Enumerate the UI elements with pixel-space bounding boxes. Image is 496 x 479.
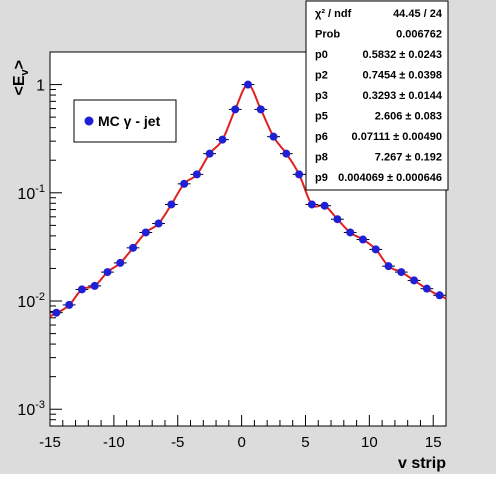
data-point	[129, 243, 138, 252]
data-point	[205, 149, 214, 158]
stats-row-name: p5	[315, 111, 328, 123]
y-tick-label: 1	[36, 78, 45, 95]
stats-row-value: 44.45 / 24	[393, 8, 443, 20]
stats-row-value: 0.3293 ± 0.0144	[363, 90, 443, 102]
data-point	[116, 258, 125, 267]
x-tick-label: -10	[103, 434, 125, 451]
data-point	[103, 268, 112, 277]
x-tick-label: 0	[237, 434, 245, 451]
data-point	[435, 291, 444, 300]
stats-row-name: p0	[315, 49, 328, 61]
y-axis-label-sub: v	[19, 68, 31, 75]
stats-rows: χ² / ndf 44.45 / 24 Prob 0.006762 p0 0.5832 ±…	[315, 8, 443, 184]
stats-row-value: 0.07111 ± 0.00490	[352, 131, 442, 143]
data-points	[49, 80, 447, 317]
stats-row-value: 0.5832 ± 0.0243	[363, 49, 442, 61]
y-tick-label: 10-3	[17, 399, 45, 419]
stats-row-value: 2.606 ± 0.083	[375, 111, 442, 123]
data-point	[167, 200, 176, 209]
data-point	[244, 80, 252, 89]
legend-label: MC γ - jet	[98, 113, 161, 129]
data-point	[371, 245, 380, 254]
data-point	[218, 135, 227, 144]
data-point	[384, 262, 393, 271]
data-point	[422, 284, 431, 293]
stats-box: χ² / ndf 44.45 / 24 Prob 0.006762 p0 0.5832 ±…	[305, 0, 449, 191]
stats-row-value: 0.004069 ± 0.000646	[338, 172, 442, 184]
stats-row-name: χ² / ndf	[315, 8, 352, 20]
y-tick-labels: 10-3 10-2 10-1 1	[17, 78, 45, 420]
data-point	[358, 235, 367, 244]
data-point	[77, 285, 86, 294]
axis-ticks	[49, 51, 447, 427]
x-tick-label: 10	[361, 434, 378, 451]
data-point	[269, 132, 278, 141]
stats-row-name: p9	[315, 172, 328, 184]
stats-row-name: Prob	[315, 29, 340, 41]
x-tick-label: -5	[171, 434, 184, 451]
data-point	[90, 281, 99, 290]
data-point	[65, 300, 74, 309]
data-point	[256, 105, 265, 114]
legend-marker	[84, 116, 94, 126]
y-axis-label-main: <E	[11, 75, 28, 95]
legend: MC γ - jet	[73, 99, 177, 143]
data-point	[192, 170, 201, 179]
data-point	[231, 105, 240, 114]
data-point	[397, 268, 406, 277]
data-point	[141, 228, 150, 237]
stats-row-name: p3	[315, 90, 328, 102]
y-tick-label: 10-2	[17, 291, 45, 311]
data-point	[154, 219, 163, 228]
x-tick-label: 15	[425, 434, 442, 451]
data-point	[320, 201, 329, 210]
data-point	[282, 149, 291, 158]
stats-row-value: 0.006762	[396, 29, 442, 41]
data-point	[52, 308, 61, 317]
svg-text:<Ev>: <Ev>	[11, 60, 31, 95]
y-tick-label: 10-1	[17, 183, 45, 203]
stats-row-name: p6	[315, 131, 328, 143]
data-point	[410, 276, 419, 285]
x-tick-labels: -15 -10 -5 0 5 10 15	[39, 434, 441, 451]
data-point	[346, 228, 355, 237]
data-point	[307, 200, 316, 209]
x-axis-label: v strip	[398, 455, 446, 472]
stats-row-name: p2	[315, 70, 328, 82]
y-axis-label-close: >	[11, 60, 28, 69]
data-point	[333, 215, 342, 224]
y-axis-label: <Ev>	[11, 60, 31, 95]
stats-box-frame	[305, 0, 449, 191]
stats-row-name: p8	[315, 152, 328, 164]
x-tick-label: 5	[301, 434, 309, 451]
x-tick-label: -15	[39, 434, 61, 451]
stats-row-value: 7.267 ± 0.192	[375, 152, 442, 164]
data-point	[295, 170, 304, 179]
stats-row-value: 0.7454 ± 0.0398	[363, 70, 442, 82]
data-point	[180, 179, 189, 188]
